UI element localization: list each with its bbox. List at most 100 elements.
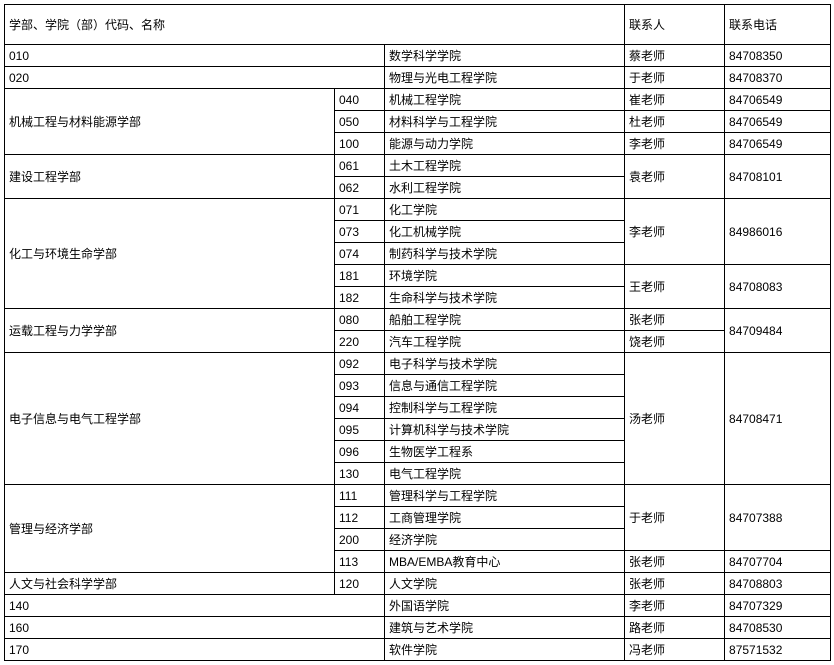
cell-code: 080	[335, 309, 385, 331]
cell-phone: 84708083	[725, 265, 831, 309]
cell-school: 数学科学学院	[385, 45, 625, 67]
cell-contact: 张老师	[625, 309, 725, 331]
cell-faculty: 020	[5, 67, 385, 89]
cell-faculty: 化工与环境生命学部	[5, 199, 335, 309]
cell-code: 094	[335, 397, 385, 419]
cell-school: 管理科学与工程学院	[385, 485, 625, 507]
cell-contact: 于老师	[625, 485, 725, 551]
cell-code: 182	[335, 287, 385, 309]
cell-phone: 84707704	[725, 551, 831, 573]
table-row: 020物理与光电工程学院于老师84708370	[5, 67, 831, 89]
cell-school: 电气工程学院	[385, 463, 625, 485]
cell-school: 能源与动力学院	[385, 133, 625, 155]
cell-phone: 84707329	[725, 595, 831, 617]
cell-school: 土木工程学院	[385, 155, 625, 177]
cell-school: 生物医学工程系	[385, 441, 625, 463]
cell-contact: 张老师	[625, 573, 725, 595]
cell-phone: 84708350	[725, 45, 831, 67]
cell-code: 096	[335, 441, 385, 463]
table-row: 160建筑与艺术学院路老师84708530	[5, 617, 831, 639]
cell-phone: 84707388	[725, 485, 831, 551]
header-dept: 学部、学院（部）代码、名称	[5, 5, 625, 45]
cell-school: 机械工程学院	[385, 89, 625, 111]
cell-code: 050	[335, 111, 385, 133]
cell-code: 220	[335, 331, 385, 353]
table-row: 化工与环境生命学部071化工学院李老师84986016	[5, 199, 831, 221]
cell-code: 100	[335, 133, 385, 155]
cell-code: 061	[335, 155, 385, 177]
cell-code: 071	[335, 199, 385, 221]
cell-phone: 84706549	[725, 111, 831, 133]
cell-contact: 冯老师	[625, 639, 725, 661]
cell-faculty: 170	[5, 639, 385, 661]
cell-school: 化工机械学院	[385, 221, 625, 243]
cell-school: 人文学院	[385, 573, 625, 595]
cell-faculty: 160	[5, 617, 385, 639]
cell-phone: 84706549	[725, 89, 831, 111]
table-row: 管理与经济学部111管理科学与工程学院于老师84707388	[5, 485, 831, 507]
cell-phone: 84708530	[725, 617, 831, 639]
cell-code: 074	[335, 243, 385, 265]
cell-school: 化工学院	[385, 199, 625, 221]
cell-code: 130	[335, 463, 385, 485]
cell-code: 113	[335, 551, 385, 573]
cell-school: 船舶工程学院	[385, 309, 625, 331]
cell-school: 制药科学与技术学院	[385, 243, 625, 265]
cell-school: 软件学院	[385, 639, 625, 661]
cell-code: 040	[335, 89, 385, 111]
cell-phone: 87571532	[725, 639, 831, 661]
cell-contact: 饶老师	[625, 331, 725, 353]
cell-contact: 袁老师	[625, 155, 725, 199]
cell-code: 120	[335, 573, 385, 595]
cell-contact: 李老师	[625, 133, 725, 155]
table-row: 人文与社会科学学部120人文学院张老师84708803	[5, 573, 831, 595]
cell-school: 控制科学与工程学院	[385, 397, 625, 419]
cell-school: 计算机科学与技术学院	[385, 419, 625, 441]
department-contact-table: 学部、学院（部）代码、名称 联系人 联系电话 010数学科学学院蔡老师84708…	[4, 4, 831, 661]
cell-contact: 崔老师	[625, 89, 725, 111]
cell-school: 经济学院	[385, 529, 625, 551]
table-header-row: 学部、学院（部）代码、名称 联系人 联系电话	[5, 5, 831, 45]
header-contact: 联系人	[625, 5, 725, 45]
cell-code: 111	[335, 485, 385, 507]
table-row: 运载工程与力学学部080船舶工程学院张老师84709484	[5, 309, 831, 331]
cell-faculty: 人文与社会科学学部	[5, 573, 335, 595]
cell-contact: 王老师	[625, 265, 725, 309]
cell-phone: 84709484	[725, 309, 831, 353]
cell-phone: 84986016	[725, 199, 831, 265]
cell-code: 095	[335, 419, 385, 441]
cell-code: 093	[335, 375, 385, 397]
cell-code: 112	[335, 507, 385, 529]
cell-school: 建筑与艺术学院	[385, 617, 625, 639]
cell-school: 物理与光电工程学院	[385, 67, 625, 89]
cell-school: 信息与通信工程学院	[385, 375, 625, 397]
cell-phone: 84708803	[725, 573, 831, 595]
cell-phone: 84708370	[725, 67, 831, 89]
header-phone: 联系电话	[725, 5, 831, 45]
cell-phone: 84708101	[725, 155, 831, 199]
cell-faculty: 管理与经济学部	[5, 485, 335, 573]
cell-code: 200	[335, 529, 385, 551]
cell-contact: 于老师	[625, 67, 725, 89]
cell-contact: 汤老师	[625, 353, 725, 485]
table-row: 建设工程学部061土木工程学院袁老师84708101	[5, 155, 831, 177]
cell-school: 水利工程学院	[385, 177, 625, 199]
cell-faculty: 电子信息与电气工程学部	[5, 353, 335, 485]
cell-contact: 路老师	[625, 617, 725, 639]
cell-contact: 蔡老师	[625, 45, 725, 67]
cell-school: 环境学院	[385, 265, 625, 287]
cell-code: 092	[335, 353, 385, 375]
table-row: 170软件学院冯老师87571532	[5, 639, 831, 661]
cell-faculty: 机械工程与材料能源学部	[5, 89, 335, 155]
cell-faculty: 运载工程与力学学部	[5, 309, 335, 353]
cell-phone: 84706549	[725, 133, 831, 155]
table-row: 机械工程与材料能源学部040机械工程学院崔老师84706549	[5, 89, 831, 111]
cell-contact: 李老师	[625, 199, 725, 265]
cell-school: 外国语学院	[385, 595, 625, 617]
cell-school: MBA/EMBA教育中心	[385, 551, 625, 573]
cell-school: 工商管理学院	[385, 507, 625, 529]
cell-code: 062	[335, 177, 385, 199]
cell-contact: 李老师	[625, 595, 725, 617]
table-row: 140外国语学院李老师84707329	[5, 595, 831, 617]
cell-contact: 张老师	[625, 551, 725, 573]
